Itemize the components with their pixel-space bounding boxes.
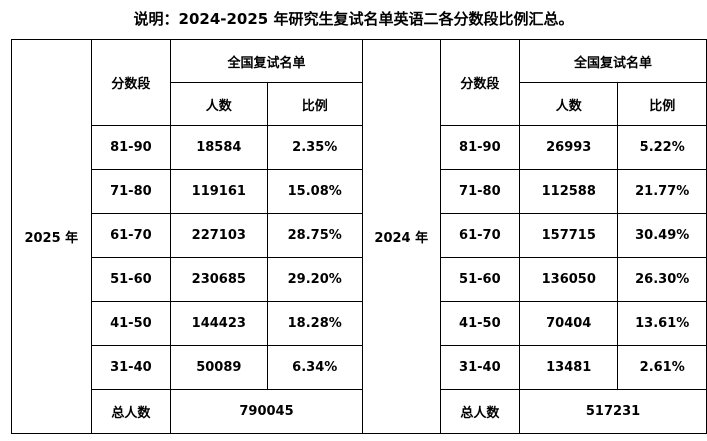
segment-cell: 51-60 <box>439 257 521 302</box>
segment-cell: 41-50 <box>439 301 521 346</box>
year-2024-cell: 2024 年 <box>361 39 441 434</box>
count-header-2025: 人数 <box>170 82 268 126</box>
count-cell-2024: 157715 <box>519 213 619 258</box>
total-label-2025: 总人数 <box>90 389 172 434</box>
ratio-cell-2024: 26.30% <box>617 257 707 302</box>
table-row: 41-50 144423 18.28% 41-50 70404 13.61% <box>12 301 707 346</box>
ratio-header-2024: 比例 <box>617 82 707 126</box>
total-label-2024: 总人数 <box>439 389 521 434</box>
segment-cell: 31-40 <box>90 345 172 390</box>
segment-cell: 71-80 <box>439 169 521 214</box>
count-cell-2024: 112588 <box>519 169 619 214</box>
table-row: 61-70 227103 28.75% 61-70 157715 30.49% <box>12 213 707 258</box>
ratio-cell-2024: 5.22% <box>617 125 707 170</box>
ratio-cell-2024: 30.49% <box>617 213 707 258</box>
total-value-2025: 790045 <box>170 389 363 434</box>
segment-cell: 61-70 <box>90 213 172 258</box>
count-cell-2025: 119161 <box>170 169 268 214</box>
ratio-cell-2025: 2.35% <box>266 125 363 170</box>
count-cell-2024: 13481 <box>519 345 619 390</box>
count-cell-2025: 227103 <box>170 213 268 258</box>
ratio-header-2025: 比例 <box>266 82 363 126</box>
segment-cell: 61-70 <box>439 213 521 258</box>
count-cell-2025: 230685 <box>170 257 268 302</box>
count-cell-2024: 26993 <box>519 125 619 170</box>
ratio-cell-2024: 2.61% <box>617 345 707 390</box>
segment-cell: 31-40 <box>439 345 521 390</box>
segment-cell: 71-80 <box>90 169 172 214</box>
count-header-2024: 人数 <box>519 82 619 126</box>
table-row: 71-80 119161 15.08% 71-80 112588 21.77% <box>12 169 707 214</box>
segment-cell: 81-90 <box>90 125 172 170</box>
count-cell-2025: 50089 <box>170 345 268 390</box>
total-value-2024: 517231 <box>519 389 707 434</box>
segment-cell: 51-60 <box>90 257 172 302</box>
group-header-2025: 全国复试名单 <box>170 39 363 83</box>
count-cell-2025: 144423 <box>170 301 268 346</box>
table-row: 81-90 18584 2.35% 81-90 26993 5.22% <box>12 125 707 170</box>
count-cell-2024: 70404 <box>519 301 619 346</box>
count-cell-2024: 136050 <box>519 257 619 302</box>
year-2025-cell: 2025 年 <box>11 39 92 434</box>
group-header-2024: 全国复试名单 <box>519 39 707 83</box>
ratio-cell-2025: 6.34% <box>266 345 363 390</box>
document-title: 说明：2024-2025 年研究生复试名单英语二各分数段比例汇总。 <box>133 10 574 28</box>
segment-header-2024: 分数段 <box>439 39 521 126</box>
ratio-cell-2024: 21.77% <box>617 169 707 214</box>
segment-cell: 81-90 <box>439 125 521 170</box>
ratio-cell-2025: 18.28% <box>266 301 363 346</box>
ratio-cell-2025: 28.75% <box>266 213 363 258</box>
table-row: 31-40 50089 6.34% 31-40 13481 2.61% <box>12 345 707 390</box>
segment-cell: 41-50 <box>90 301 172 346</box>
segment-header-2025: 分数段 <box>90 39 172 126</box>
total-row: 总人数 790045 总人数 517231 <box>12 389 707 434</box>
ratio-cell-2025: 15.08% <box>266 169 363 214</box>
ratio-cell-2024: 13.61% <box>617 301 707 346</box>
table-row: 51-60 230685 29.20% 51-60 136050 26.30% <box>12 257 707 302</box>
ratio-cell-2025: 29.20% <box>266 257 363 302</box>
score-distribution-table: 2025 年 分数段 全国复试名单 2024 年 分数段 全国复试名单 人数 比… <box>11 39 707 434</box>
count-cell-2025: 18584 <box>170 125 268 170</box>
